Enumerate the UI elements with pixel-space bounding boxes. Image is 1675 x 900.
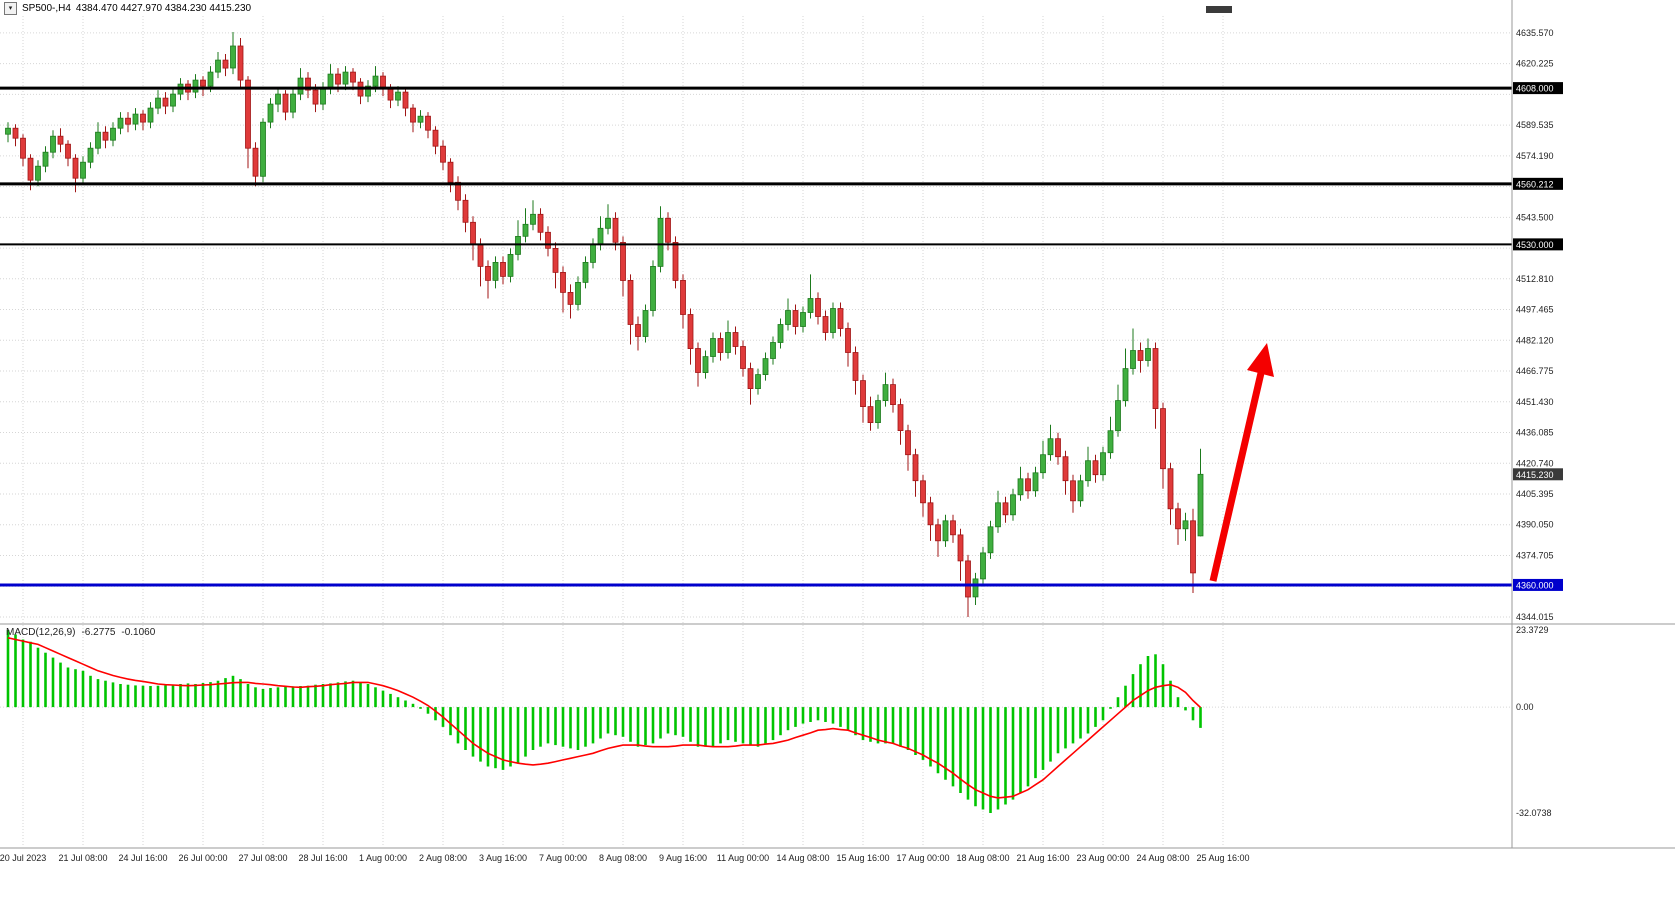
svg-text:4420.740: 4420.740 bbox=[1516, 458, 1554, 468]
chevron-down-icon: ▾ bbox=[8, 5, 13, 12]
svg-text:25 Aug 16:00: 25 Aug 16:00 bbox=[1196, 853, 1249, 863]
svg-text:7 Aug 00:00: 7 Aug 00:00 bbox=[539, 853, 587, 863]
indicator-name: MACD(12,26,9) bbox=[6, 627, 76, 638]
svg-text:4574.190: 4574.190 bbox=[1516, 151, 1554, 161]
indicator-signal-value: -0.1060 bbox=[121, 627, 156, 638]
svg-text:0.00: 0.00 bbox=[1516, 702, 1534, 712]
svg-text:23 Aug 00:00: 23 Aug 00:00 bbox=[1076, 853, 1129, 863]
symbol-dropdown-button[interactable]: ▾ bbox=[4, 2, 17, 15]
indicator-label: MACD(12,26,9) -6.2775 -0.1060 bbox=[6, 627, 155, 638]
svg-text:4436.085: 4436.085 bbox=[1516, 428, 1554, 438]
svg-text:18 Aug 08:00: 18 Aug 08:00 bbox=[956, 853, 1009, 863]
symbol-ohlc: 4384.470 4427.970 4384.230 4415.230 bbox=[75, 3, 252, 14]
svg-text:9 Aug 16:00: 9 Aug 16:00 bbox=[659, 853, 707, 863]
symbol-info: ▾ SP500-,H4 4384.470 4427.970 4384.230 4… bbox=[4, 2, 251, 15]
svg-text:2 Aug 08:00: 2 Aug 08:00 bbox=[419, 853, 467, 863]
svg-text:3 Aug 16:00: 3 Aug 16:00 bbox=[479, 853, 527, 863]
svg-text:4608.000: 4608.000 bbox=[1516, 84, 1554, 94]
svg-text:4374.705: 4374.705 bbox=[1516, 550, 1554, 560]
svg-text:4589.535: 4589.535 bbox=[1516, 120, 1554, 130]
svg-text:4344.015: 4344.015 bbox=[1516, 612, 1554, 622]
svg-text:4512.810: 4512.810 bbox=[1516, 274, 1554, 284]
svg-text:27 Jul 08:00: 27 Jul 08:00 bbox=[238, 853, 287, 863]
svg-text:4635.570: 4635.570 bbox=[1516, 28, 1554, 38]
svg-text:17 Aug 00:00: 17 Aug 00:00 bbox=[896, 853, 949, 863]
svg-text:4415.230: 4415.230 bbox=[1516, 470, 1554, 480]
svg-text:26 Jul 00:00: 26 Jul 00:00 bbox=[178, 853, 227, 863]
indicator-main-value: -6.2775 bbox=[81, 627, 116, 638]
svg-text:4497.465: 4497.465 bbox=[1516, 305, 1554, 315]
svg-text:4543.500: 4543.500 bbox=[1516, 212, 1554, 222]
svg-text:4530.000: 4530.000 bbox=[1516, 240, 1554, 250]
svg-text:21 Jul 08:00: 21 Jul 08:00 bbox=[58, 853, 107, 863]
svg-text:24 Jul 16:00: 24 Jul 16:00 bbox=[118, 853, 167, 863]
svg-text:20 Jul 2023: 20 Jul 2023 bbox=[0, 853, 46, 863]
svg-text:4360.000: 4360.000 bbox=[1516, 580, 1554, 590]
svg-text:15 Aug 16:00: 15 Aug 16:00 bbox=[836, 853, 889, 863]
svg-text:4390.050: 4390.050 bbox=[1516, 520, 1554, 530]
svg-text:4451.430: 4451.430 bbox=[1516, 397, 1554, 407]
svg-text:24 Aug 08:00: 24 Aug 08:00 bbox=[1136, 853, 1189, 863]
chart-shift-marker[interactable] bbox=[1206, 6, 1232, 13]
svg-text:4466.775: 4466.775 bbox=[1516, 366, 1554, 376]
svg-text:4482.120: 4482.120 bbox=[1516, 335, 1554, 345]
svg-text:28 Jul 16:00: 28 Jul 16:00 bbox=[298, 853, 347, 863]
symbol-title: SP500-,H4 bbox=[22, 3, 71, 14]
svg-text:-32.0738: -32.0738 bbox=[1516, 808, 1552, 818]
svg-text:21 Aug 16:00: 21 Aug 16:00 bbox=[1016, 853, 1069, 863]
svg-text:1 Aug 00:00: 1 Aug 00:00 bbox=[359, 853, 407, 863]
svg-text:8 Aug 08:00: 8 Aug 08:00 bbox=[599, 853, 647, 863]
svg-text:4405.395: 4405.395 bbox=[1516, 489, 1554, 499]
svg-text:4560.212: 4560.212 bbox=[1516, 179, 1554, 189]
svg-text:14 Aug 08:00: 14 Aug 08:00 bbox=[776, 853, 829, 863]
svg-text:4620.225: 4620.225 bbox=[1516, 59, 1554, 69]
svg-text:11 Aug 00:00: 11 Aug 00:00 bbox=[717, 853, 769, 863]
svg-text:23.3729: 23.3729 bbox=[1516, 625, 1549, 635]
